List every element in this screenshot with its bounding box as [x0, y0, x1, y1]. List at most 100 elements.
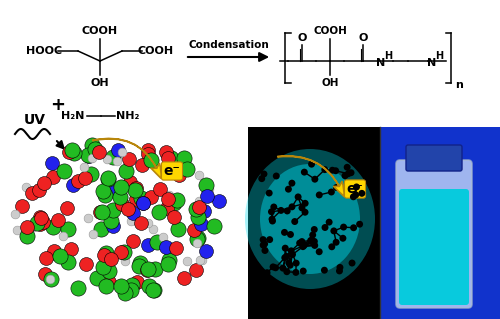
- Point: [144, 268, 152, 273]
- Point: [132, 280, 140, 285]
- Point: [82, 262, 90, 267]
- Point: [194, 237, 202, 242]
- Point: [321, 225, 329, 230]
- Point: [132, 197, 140, 202]
- Point: [268, 209, 276, 214]
- Point: [122, 258, 130, 263]
- Point: [14, 227, 22, 233]
- Point: [263, 270, 271, 275]
- Point: [196, 173, 203, 178]
- Point: [116, 194, 124, 199]
- Point: [149, 158, 157, 163]
- Point: [104, 280, 112, 285]
- Point: [81, 175, 89, 181]
- Text: H: H: [435, 51, 443, 61]
- Point: [155, 210, 163, 215]
- Point: [105, 268, 113, 273]
- Point: [358, 191, 366, 196]
- Point: [283, 269, 291, 274]
- Text: O: O: [298, 33, 306, 43]
- Point: [180, 155, 188, 160]
- Point: [128, 211, 136, 216]
- Point: [102, 250, 110, 256]
- Text: OH: OH: [90, 78, 110, 88]
- FancyBboxPatch shape: [399, 189, 469, 305]
- Point: [93, 276, 101, 281]
- Point: [120, 290, 128, 295]
- Point: [166, 257, 173, 263]
- Point: [85, 154, 93, 159]
- Point: [281, 246, 289, 251]
- Point: [117, 284, 125, 289]
- Point: [104, 188, 112, 193]
- Point: [321, 167, 329, 172]
- Point: [298, 239, 306, 244]
- Point: [206, 186, 214, 191]
- Text: UV: UV: [24, 113, 46, 127]
- Point: [316, 192, 324, 197]
- Text: OH: OH: [321, 78, 339, 88]
- Point: [62, 205, 70, 211]
- Point: [300, 170, 308, 175]
- Point: [281, 255, 289, 260]
- Point: [308, 162, 316, 167]
- Point: [286, 263, 294, 268]
- Point: [332, 185, 340, 190]
- Point: [259, 242, 267, 248]
- Point: [23, 234, 31, 239]
- Point: [144, 242, 152, 247]
- Point: [180, 275, 188, 280]
- Point: [46, 277, 54, 282]
- Point: [107, 256, 115, 261]
- Bar: [380, 127, 500, 319]
- Point: [165, 192, 173, 197]
- Point: [144, 266, 152, 271]
- Point: [272, 174, 280, 179]
- Point: [282, 254, 290, 259]
- Point: [315, 249, 323, 254]
- Point: [126, 179, 134, 184]
- Point: [125, 156, 133, 161]
- Point: [80, 165, 88, 170]
- Point: [98, 189, 106, 194]
- Point: [194, 214, 202, 219]
- Point: [162, 245, 170, 250]
- Point: [40, 271, 48, 276]
- Bar: [248, 127, 500, 319]
- Text: e⁻: e⁻: [164, 164, 180, 178]
- Point: [170, 215, 178, 220]
- Point: [343, 165, 351, 170]
- Point: [140, 201, 147, 206]
- Point: [147, 157, 155, 162]
- Point: [60, 169, 68, 174]
- Point: [336, 268, 344, 273]
- Text: NH₂: NH₂: [116, 111, 140, 121]
- Point: [74, 178, 82, 183]
- Point: [104, 175, 112, 181]
- Text: COOH: COOH: [138, 46, 174, 56]
- Point: [104, 176, 112, 181]
- Point: [196, 257, 204, 263]
- Point: [310, 239, 318, 244]
- Point: [113, 158, 121, 163]
- Point: [99, 265, 107, 270]
- Point: [137, 221, 145, 226]
- Point: [299, 244, 307, 249]
- Text: N: N: [376, 58, 386, 68]
- Point: [294, 194, 302, 199]
- Point: [356, 222, 364, 227]
- Point: [336, 265, 344, 270]
- Point: [184, 167, 192, 172]
- Text: N: N: [428, 58, 436, 68]
- Point: [215, 198, 223, 204]
- Point: [310, 227, 318, 232]
- FancyArrowPatch shape: [92, 138, 161, 178]
- Point: [150, 288, 158, 293]
- Point: [122, 169, 130, 174]
- Point: [192, 268, 200, 273]
- Point: [144, 151, 152, 156]
- Point: [190, 228, 198, 233]
- Point: [348, 261, 356, 266]
- Point: [36, 214, 44, 219]
- Point: [308, 233, 316, 238]
